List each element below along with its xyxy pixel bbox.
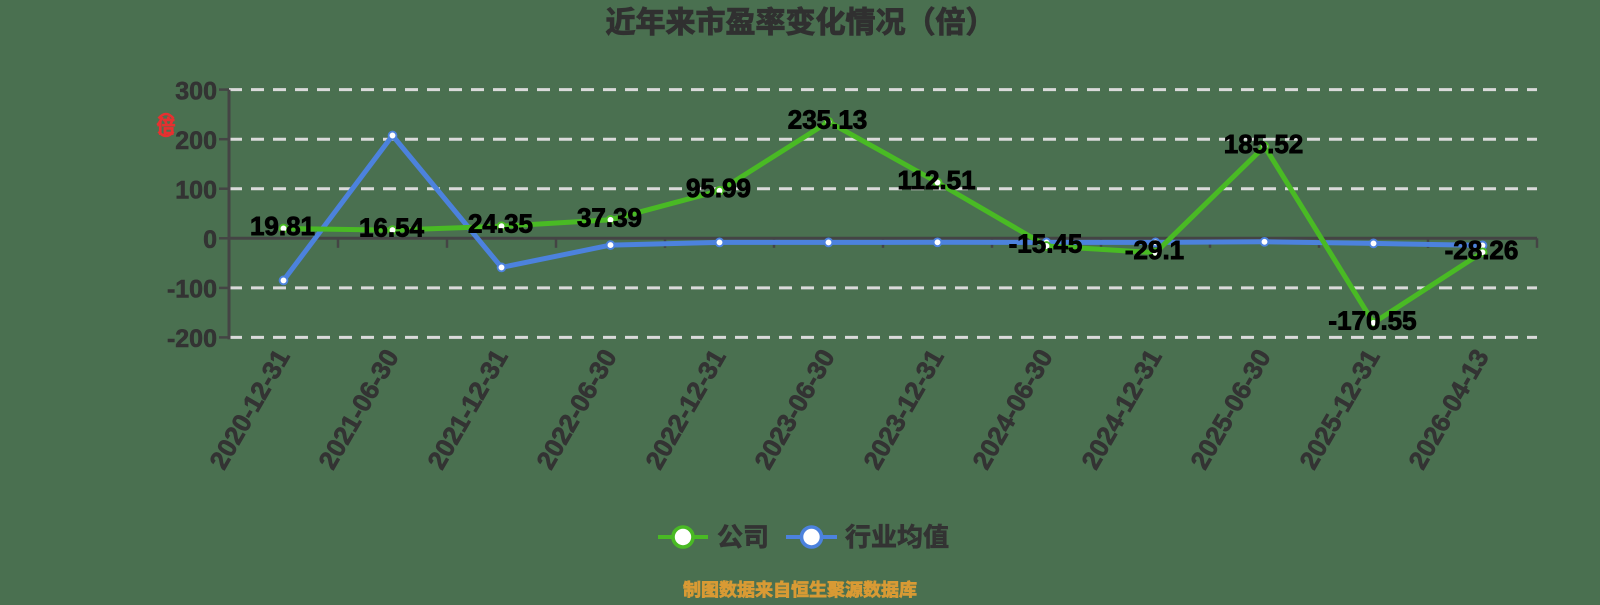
- svg-text:-15.45: -15.45: [1009, 229, 1083, 259]
- svg-text:100: 100: [175, 177, 217, 205]
- svg-text:-29.1: -29.1: [1125, 235, 1184, 265]
- svg-text:300: 300: [175, 77, 217, 105]
- svg-text:95.99: 95.99: [686, 173, 751, 203]
- svg-text:19.81: 19.81: [250, 211, 315, 241]
- svg-text:200: 200: [175, 127, 217, 155]
- svg-text:-28.26: -28.26: [1445, 235, 1519, 265]
- svg-text:-200: -200: [167, 325, 217, 353]
- svg-text:-100: -100: [167, 276, 217, 304]
- svg-text:112.51: 112.51: [897, 165, 975, 195]
- svg-text:0: 0: [203, 226, 217, 254]
- svg-text:24.35: 24.35: [468, 209, 533, 239]
- svg-text:-170.55: -170.55: [1328, 305, 1416, 335]
- svg-text:235.13: 235.13: [788, 104, 868, 134]
- svg-text:185.52: 185.52: [1224, 129, 1304, 159]
- svg-text:16.54: 16.54: [359, 213, 425, 243]
- svg-text:37.39: 37.39: [577, 202, 642, 232]
